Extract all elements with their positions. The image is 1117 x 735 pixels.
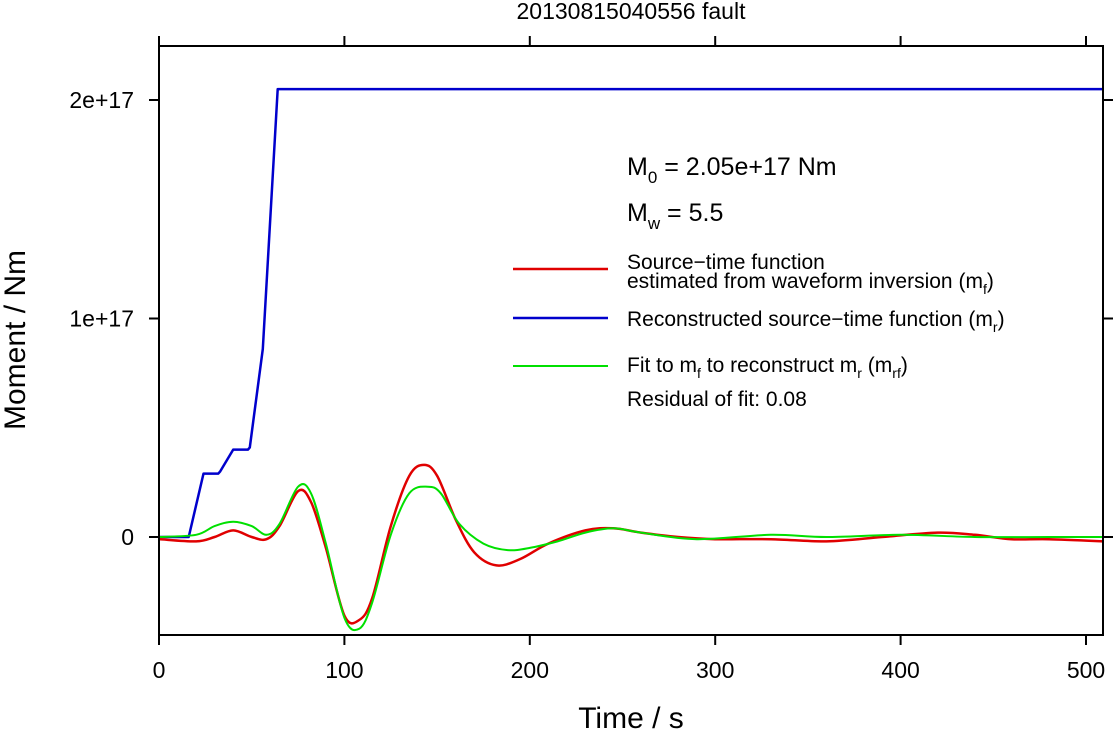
m0-annotation: M0 = 2.05e+17 Nm — [627, 153, 837, 187]
x-tick-label: 400 — [881, 657, 919, 683]
y-axis-label: Moment / Nm — [0, 250, 32, 430]
x-tick-label: 200 — [511, 657, 549, 683]
series-line-0 — [159, 87, 1103, 539]
legend-label-fit: Fit to mf to reconstruct mr (mrf) — [627, 354, 908, 381]
series-layer — [159, 87, 1103, 632]
x-tick-label: 500 — [1067, 657, 1105, 683]
residual-annotation: Residual of fit: 0.08 — [627, 388, 807, 411]
series-line-1 — [159, 463, 1103, 625]
x-tick-label: 0 — [153, 657, 166, 683]
axis-layer: 0 100 200 300 400 500 0 1e+17 2e+17 — [69, 36, 1113, 683]
x-tick-label: 100 — [325, 657, 363, 683]
series-line-2 — [159, 483, 1103, 632]
mw-annotation: Mw = 5.5 — [627, 199, 723, 233]
x-axis-label: Time / s — [578, 702, 684, 735]
legend-label-stf-line1: Source−time function — [627, 251, 825, 274]
y-tick-label: 0 — [121, 524, 134, 550]
annotation-layer: M0 = 2.05e+17 Nm Mw = 5.5 Residual of fit:… — [627, 153, 837, 411]
x-tick-label: 300 — [696, 657, 734, 683]
legend-label-stf-line2: estimated from waveform inversion (mf) — [627, 270, 994, 297]
y-tick-label: 1e+17 — [69, 306, 134, 332]
plot-frame — [158, 45, 1104, 636]
legend-label-reconstructed: Reconstructed source−time function (mr) — [627, 308, 1005, 335]
chart-title: 20130815040556 fault — [517, 0, 747, 24]
y-tick-label: 2e+17 — [69, 87, 134, 113]
